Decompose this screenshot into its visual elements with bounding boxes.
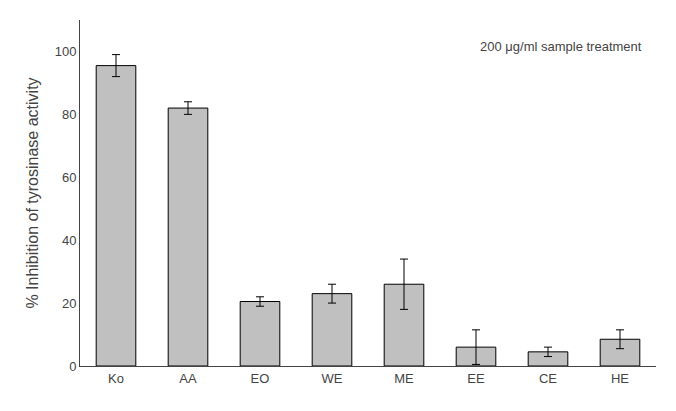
svg-text:EE: EE [467,371,485,386]
svg-text:60: 60 [62,170,76,185]
svg-text:40: 40 [62,233,76,248]
svg-text:20: 20 [62,296,76,311]
svg-text:% Inhibition of tyrosinase act: % Inhibition of tyrosinase activity [24,77,41,308]
svg-text:Ko: Ko [108,371,124,386]
svg-text:200 μg/ml sample treatment: 200 μg/ml sample treatment [480,39,642,54]
svg-text:EO: EO [251,371,270,386]
svg-text:CE: CE [539,371,557,386]
svg-text:AA: AA [179,371,197,386]
svg-text:ME: ME [394,371,414,386]
svg-text:80: 80 [62,107,76,122]
svg-text:0: 0 [69,359,76,374]
svg-text:WE: WE [322,371,343,386]
svg-text:100: 100 [55,44,77,59]
svg-text:HE: HE [611,371,629,386]
